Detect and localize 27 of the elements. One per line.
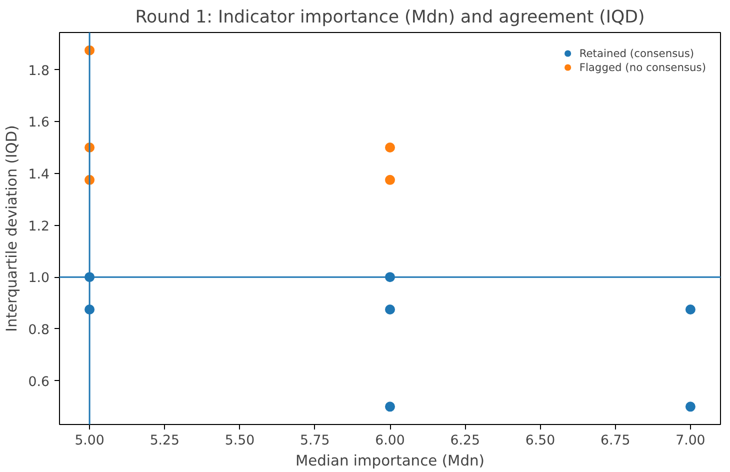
x-tick-label: 6.25 (450, 434, 480, 448)
point (685, 402, 696, 412)
y-tick-label: 1.2 (28, 219, 50, 234)
legend-label: Flagged (no consensus) (579, 60, 706, 74)
x-tick-label: 7.00 (676, 434, 706, 448)
x-tick-label: 5.00 (74, 434, 104, 448)
point (385, 142, 395, 152)
x-axis-title: Median importance (Mdn) (295, 452, 485, 470)
chart-title: Round 1: Indicator importance (Mdn) and agreement (IQD) (135, 8, 645, 28)
point (385, 402, 395, 412)
x-tick-label: 6.00 (375, 434, 405, 448)
x-tick-label: 6.75 (600, 434, 630, 448)
y-tick-label: 1.8 (28, 64, 50, 79)
y-tick-label: 0.6 (28, 374, 50, 390)
y-tick-label: 1.4 (28, 167, 50, 182)
y-tick-label: 1.0 (28, 271, 50, 286)
x-tick-label: 6.50 (525, 434, 556, 448)
point (385, 174, 395, 185)
y-axis-title: Interquartile deviation (IQD) (3, 125, 20, 332)
x-tick-label: 5.75 (300, 434, 330, 448)
x-tick-label: 5.25 (150, 434, 180, 448)
x-tick-label: 5.50 (224, 434, 255, 448)
y-tick-label: 0.8 (28, 322, 50, 338)
legend-label: Retained (consensus) (579, 46, 694, 60)
point (685, 304, 696, 314)
point (385, 304, 395, 314)
y-tick-label: 1.6 (28, 116, 50, 131)
